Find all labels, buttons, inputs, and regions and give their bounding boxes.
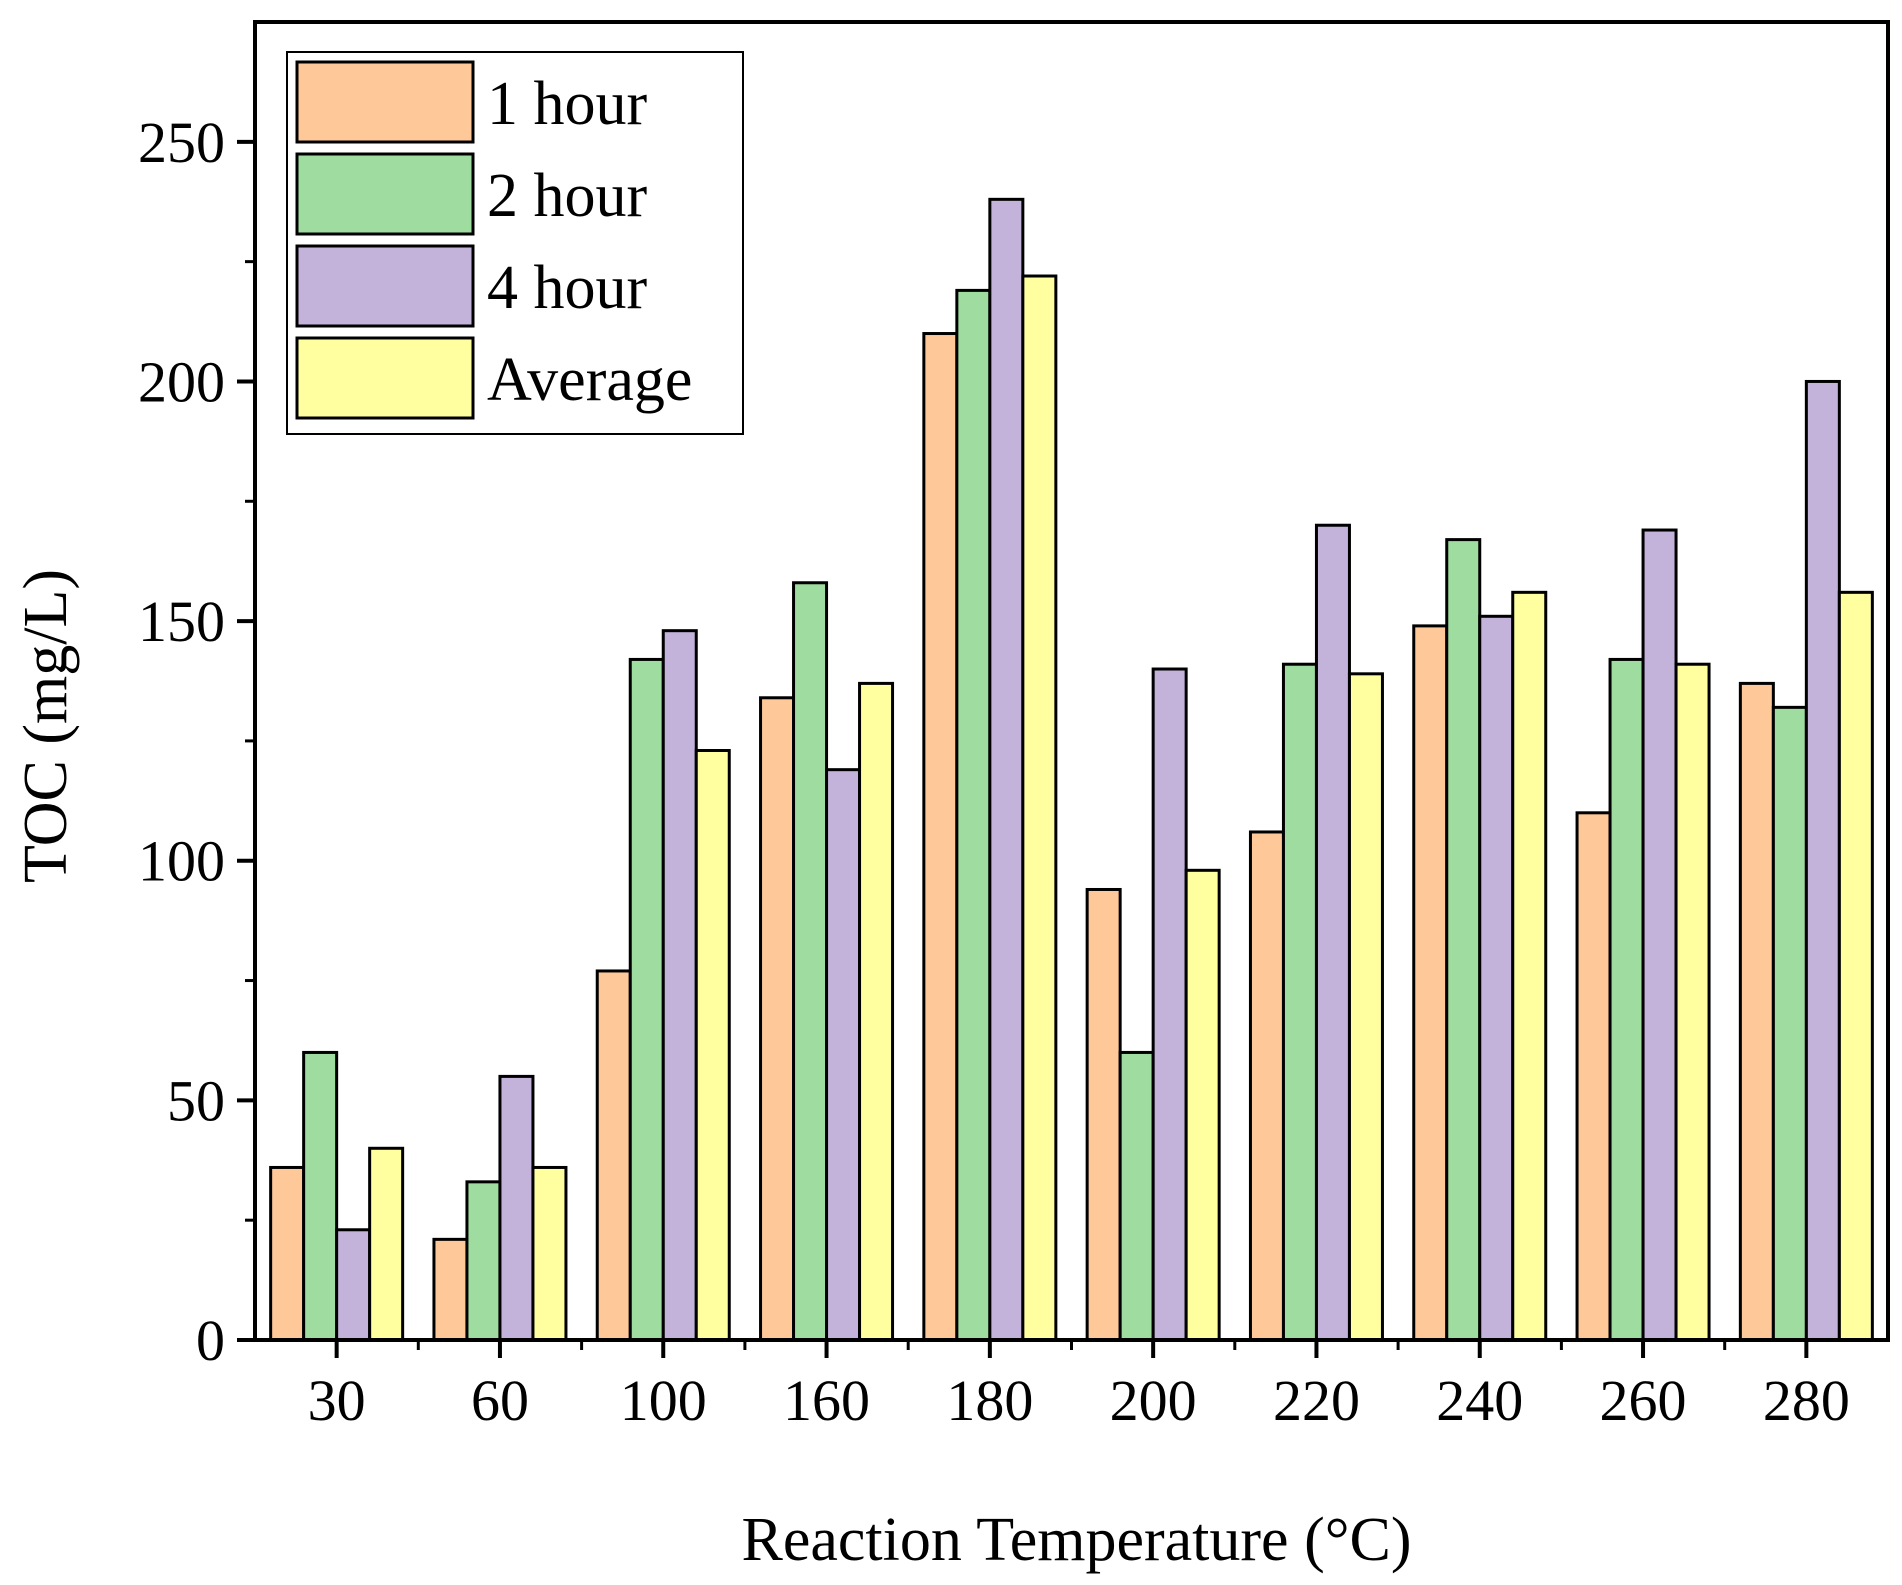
bar-2-hour-260 (1608, 657, 1645, 1342)
x-tick-label: 260 (1600, 1368, 1687, 1433)
bar-4-hour-100 (661, 629, 698, 1342)
y-axis-title: TOC (mg/L) (12, 569, 80, 883)
y-axis: 0 50 100 150 200 250 (138, 110, 255, 1373)
bar-2-hour-160 (792, 581, 829, 1342)
bar-1-hour-30 (269, 1165, 306, 1342)
bar-2-hour-200 (1118, 1050, 1155, 1342)
x-tick-label: 200 (1110, 1368, 1197, 1433)
bar-1-hour-100 (595, 969, 632, 1342)
bar-4-hour-280 (1804, 379, 1841, 1342)
bar-average-220 (1347, 672, 1384, 1342)
y-tick-label: 250 (138, 110, 225, 175)
legend-swatch-2-hour (295, 152, 475, 236)
legend: 1 hour 2 hour 4 hour Average (286, 51, 744, 435)
y-tick-label: 50 (167, 1068, 225, 1133)
bar-average-280 (1837, 590, 1874, 1342)
bar-average-100 (694, 748, 731, 1342)
bar-4-hour-180 (988, 197, 1025, 1342)
x-axis-title: Reaction Temperature (°C) (741, 1506, 1411, 1574)
bar-average-60 (531, 1165, 568, 1342)
y-tick-label: 0 (196, 1308, 225, 1373)
bar-1-hour-160 (759, 696, 796, 1342)
bar-average-240 (1511, 590, 1548, 1342)
bar-4-hour-240 (1478, 614, 1515, 1342)
bar-average-180 (1021, 274, 1058, 1342)
legend-swatch-1-hour (295, 60, 475, 144)
bar-average-200 (1184, 868, 1221, 1342)
x-axis: 30 60 100 160 180 200 220 240 260 280 (308, 1340, 1850, 1433)
bar-2-hour-60 (465, 1180, 502, 1342)
bar-4-hour-200 (1151, 667, 1188, 1342)
bar-4-hour-220 (1314, 523, 1351, 1342)
bar-2-hour-280 (1771, 705, 1808, 1342)
bar-1-hour-60 (432, 1237, 469, 1342)
legend-label: 2 hour (487, 162, 648, 230)
bar-1-hour-200 (1085, 887, 1122, 1342)
bar-4-hour-60 (498, 1074, 535, 1342)
x-tick-label: 60 (471, 1368, 529, 1433)
bar-1-hour-240 (1412, 624, 1449, 1342)
bar-1-hour-220 (1248, 830, 1285, 1342)
x-tick-label: 100 (620, 1368, 707, 1433)
bar-1-hour-180 (922, 332, 959, 1342)
y-tick-label: 150 (138, 589, 225, 654)
bar-1-hour-280 (1738, 681, 1775, 1342)
bar-2-hour-100 (628, 657, 665, 1342)
x-tick-label: 220 (1273, 1368, 1360, 1433)
bars-group (269, 197, 1874, 1342)
legend-label: 1 hour (487, 70, 648, 138)
bar-2-hour-30 (302, 1050, 339, 1342)
bar-average-160 (858, 681, 895, 1342)
legend-swatch-4-hour (295, 244, 475, 328)
bar-average-260 (1674, 662, 1711, 1342)
bar-4-hour-260 (1641, 528, 1678, 1342)
legend-swatch-average (295, 336, 475, 420)
bar-2-hour-180 (955, 288, 992, 1342)
bar-4-hour-160 (825, 768, 862, 1342)
bar-1-hour-260 (1575, 811, 1612, 1342)
x-tick-label: 180 (946, 1368, 1033, 1433)
x-tick-label: 160 (783, 1368, 870, 1433)
y-tick-label: 100 (138, 829, 225, 894)
bar-average-30 (368, 1146, 405, 1342)
bar-4-hour-30 (335, 1228, 372, 1342)
bar-2-hour-220 (1281, 662, 1318, 1342)
x-tick-label: 280 (1763, 1368, 1850, 1433)
legend-label: Average (487, 346, 692, 414)
bar-2-hour-240 (1445, 538, 1482, 1342)
x-tick-label: 30 (308, 1368, 366, 1433)
y-tick-label: 200 (138, 349, 225, 414)
legend-label: 4 hour (487, 254, 648, 322)
x-tick-label: 240 (1436, 1368, 1523, 1433)
